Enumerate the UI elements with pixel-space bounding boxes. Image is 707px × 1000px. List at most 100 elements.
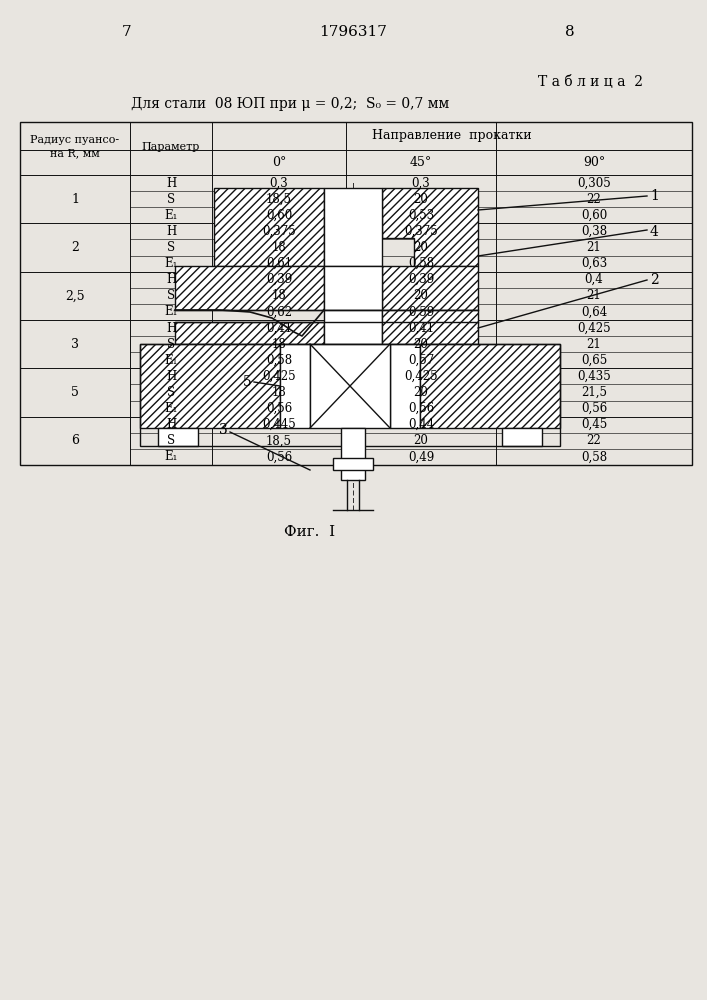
Text: Т а б л и ц а  2: Т а б л и ц а 2 (537, 75, 643, 89)
Text: 0,4: 0,4 (585, 273, 603, 286)
Bar (175, 322, 324, 344)
Text: 0,425: 0,425 (262, 370, 296, 383)
Text: 0,375: 0,375 (262, 225, 296, 238)
Text: H: H (166, 418, 176, 431)
Text: 0,64: 0,64 (581, 305, 607, 318)
Text: 18: 18 (271, 289, 286, 302)
Text: H: H (166, 370, 176, 383)
Text: S: S (167, 193, 175, 206)
Text: 0,60: 0,60 (266, 209, 292, 222)
Text: S: S (167, 241, 175, 254)
Bar (158, 428, 198, 446)
Text: 90°: 90° (583, 156, 605, 169)
Text: 2,5: 2,5 (65, 289, 85, 302)
Text: 0,41: 0,41 (408, 322, 434, 335)
Text: 20: 20 (414, 241, 428, 254)
Text: 0,3: 0,3 (411, 177, 431, 190)
Bar (324, 310, 382, 344)
Text: 2: 2 (650, 273, 659, 287)
Text: E₁: E₁ (164, 402, 177, 415)
Text: E₁: E₁ (164, 354, 177, 367)
Text: E₁: E₁ (164, 209, 177, 222)
Text: 0,59: 0,59 (408, 305, 434, 318)
Text: 2: 2 (71, 241, 79, 254)
Text: 3: 3 (219, 423, 228, 437)
Bar (324, 266, 382, 310)
Text: 0,56: 0,56 (266, 402, 292, 415)
Text: 0,65: 0,65 (581, 354, 607, 367)
Bar (382, 310, 478, 344)
Text: 0,62: 0,62 (266, 305, 292, 318)
Text: 0,49: 0,49 (408, 450, 434, 463)
Text: 8: 8 (565, 25, 575, 39)
Text: H: H (166, 225, 176, 238)
Text: 18: 18 (271, 386, 286, 399)
Text: 20: 20 (414, 386, 428, 399)
Text: 5: 5 (71, 386, 79, 399)
Text: H: H (166, 273, 176, 286)
Text: 18: 18 (271, 241, 286, 254)
Text: Для стали  08 ЮП при μ = 0,2;  S₀ = 0,7 мм: Для стали 08 ЮП при μ = 0,2; S₀ = 0,7 мм (131, 97, 449, 111)
Text: 0,63: 0,63 (581, 257, 607, 270)
Text: E₁: E₁ (164, 450, 177, 463)
Text: 0,58: 0,58 (408, 257, 434, 270)
Text: 0,44: 0,44 (408, 418, 434, 431)
Text: 0,3: 0,3 (269, 177, 288, 190)
Bar (341, 428, 365, 480)
Text: Радиус пуансо-
на R, мм: Радиус пуансо- на R, мм (30, 135, 119, 158)
Text: 6: 6 (71, 434, 79, 447)
Text: E₁: E₁ (164, 305, 177, 318)
Text: S: S (167, 338, 175, 351)
Text: 0,39: 0,39 (266, 273, 292, 286)
Bar (382, 266, 478, 310)
Text: 20: 20 (414, 193, 428, 206)
Bar (390, 344, 420, 428)
Bar (20, 122, 692, 465)
Text: 0,56: 0,56 (266, 450, 292, 463)
Text: 22: 22 (587, 434, 602, 447)
Text: 0,435: 0,435 (577, 370, 611, 383)
Bar (280, 344, 310, 428)
Text: 5: 5 (243, 375, 252, 389)
Text: S: S (167, 289, 175, 302)
Text: 21: 21 (587, 241, 602, 254)
Text: 0,445: 0,445 (262, 418, 296, 431)
Text: 20: 20 (414, 289, 428, 302)
Text: 0,425: 0,425 (404, 370, 438, 383)
Text: 21,5: 21,5 (581, 386, 607, 399)
Text: 20: 20 (414, 338, 428, 351)
Text: 0,61: 0,61 (266, 257, 292, 270)
Text: 18,5: 18,5 (266, 193, 292, 206)
Text: 0°: 0° (271, 156, 286, 169)
Text: Параметр: Параметр (142, 141, 200, 151)
Text: 18: 18 (271, 338, 286, 351)
Bar (140, 344, 560, 446)
Polygon shape (382, 188, 478, 266)
Text: 21: 21 (587, 338, 602, 351)
Text: 7: 7 (122, 25, 132, 39)
Text: Направление  прокатки: Направление прокатки (372, 129, 532, 142)
Text: 0,60: 0,60 (581, 209, 607, 222)
Text: 45°: 45° (410, 156, 432, 169)
Text: 0,305: 0,305 (577, 177, 611, 190)
Text: S: S (167, 434, 175, 447)
Bar (175, 266, 324, 310)
Text: 1: 1 (71, 193, 79, 206)
Text: 18,5: 18,5 (266, 434, 292, 447)
Text: Фиг.  I: Фиг. I (284, 525, 336, 539)
Text: 1: 1 (650, 189, 659, 203)
Text: 0,57: 0,57 (408, 354, 434, 367)
Text: 3: 3 (71, 338, 79, 351)
Text: 0,375: 0,375 (404, 225, 438, 238)
Text: 1796317: 1796317 (319, 25, 387, 39)
Text: 0,58: 0,58 (266, 354, 292, 367)
Bar (502, 428, 542, 446)
Text: 21: 21 (587, 289, 602, 302)
Text: S: S (167, 386, 175, 399)
Bar (333, 458, 373, 470)
Text: 22: 22 (587, 193, 602, 206)
Text: 20: 20 (414, 434, 428, 447)
Text: 4: 4 (650, 225, 659, 239)
Text: 0,53: 0,53 (408, 209, 434, 222)
Bar (140, 344, 280, 428)
